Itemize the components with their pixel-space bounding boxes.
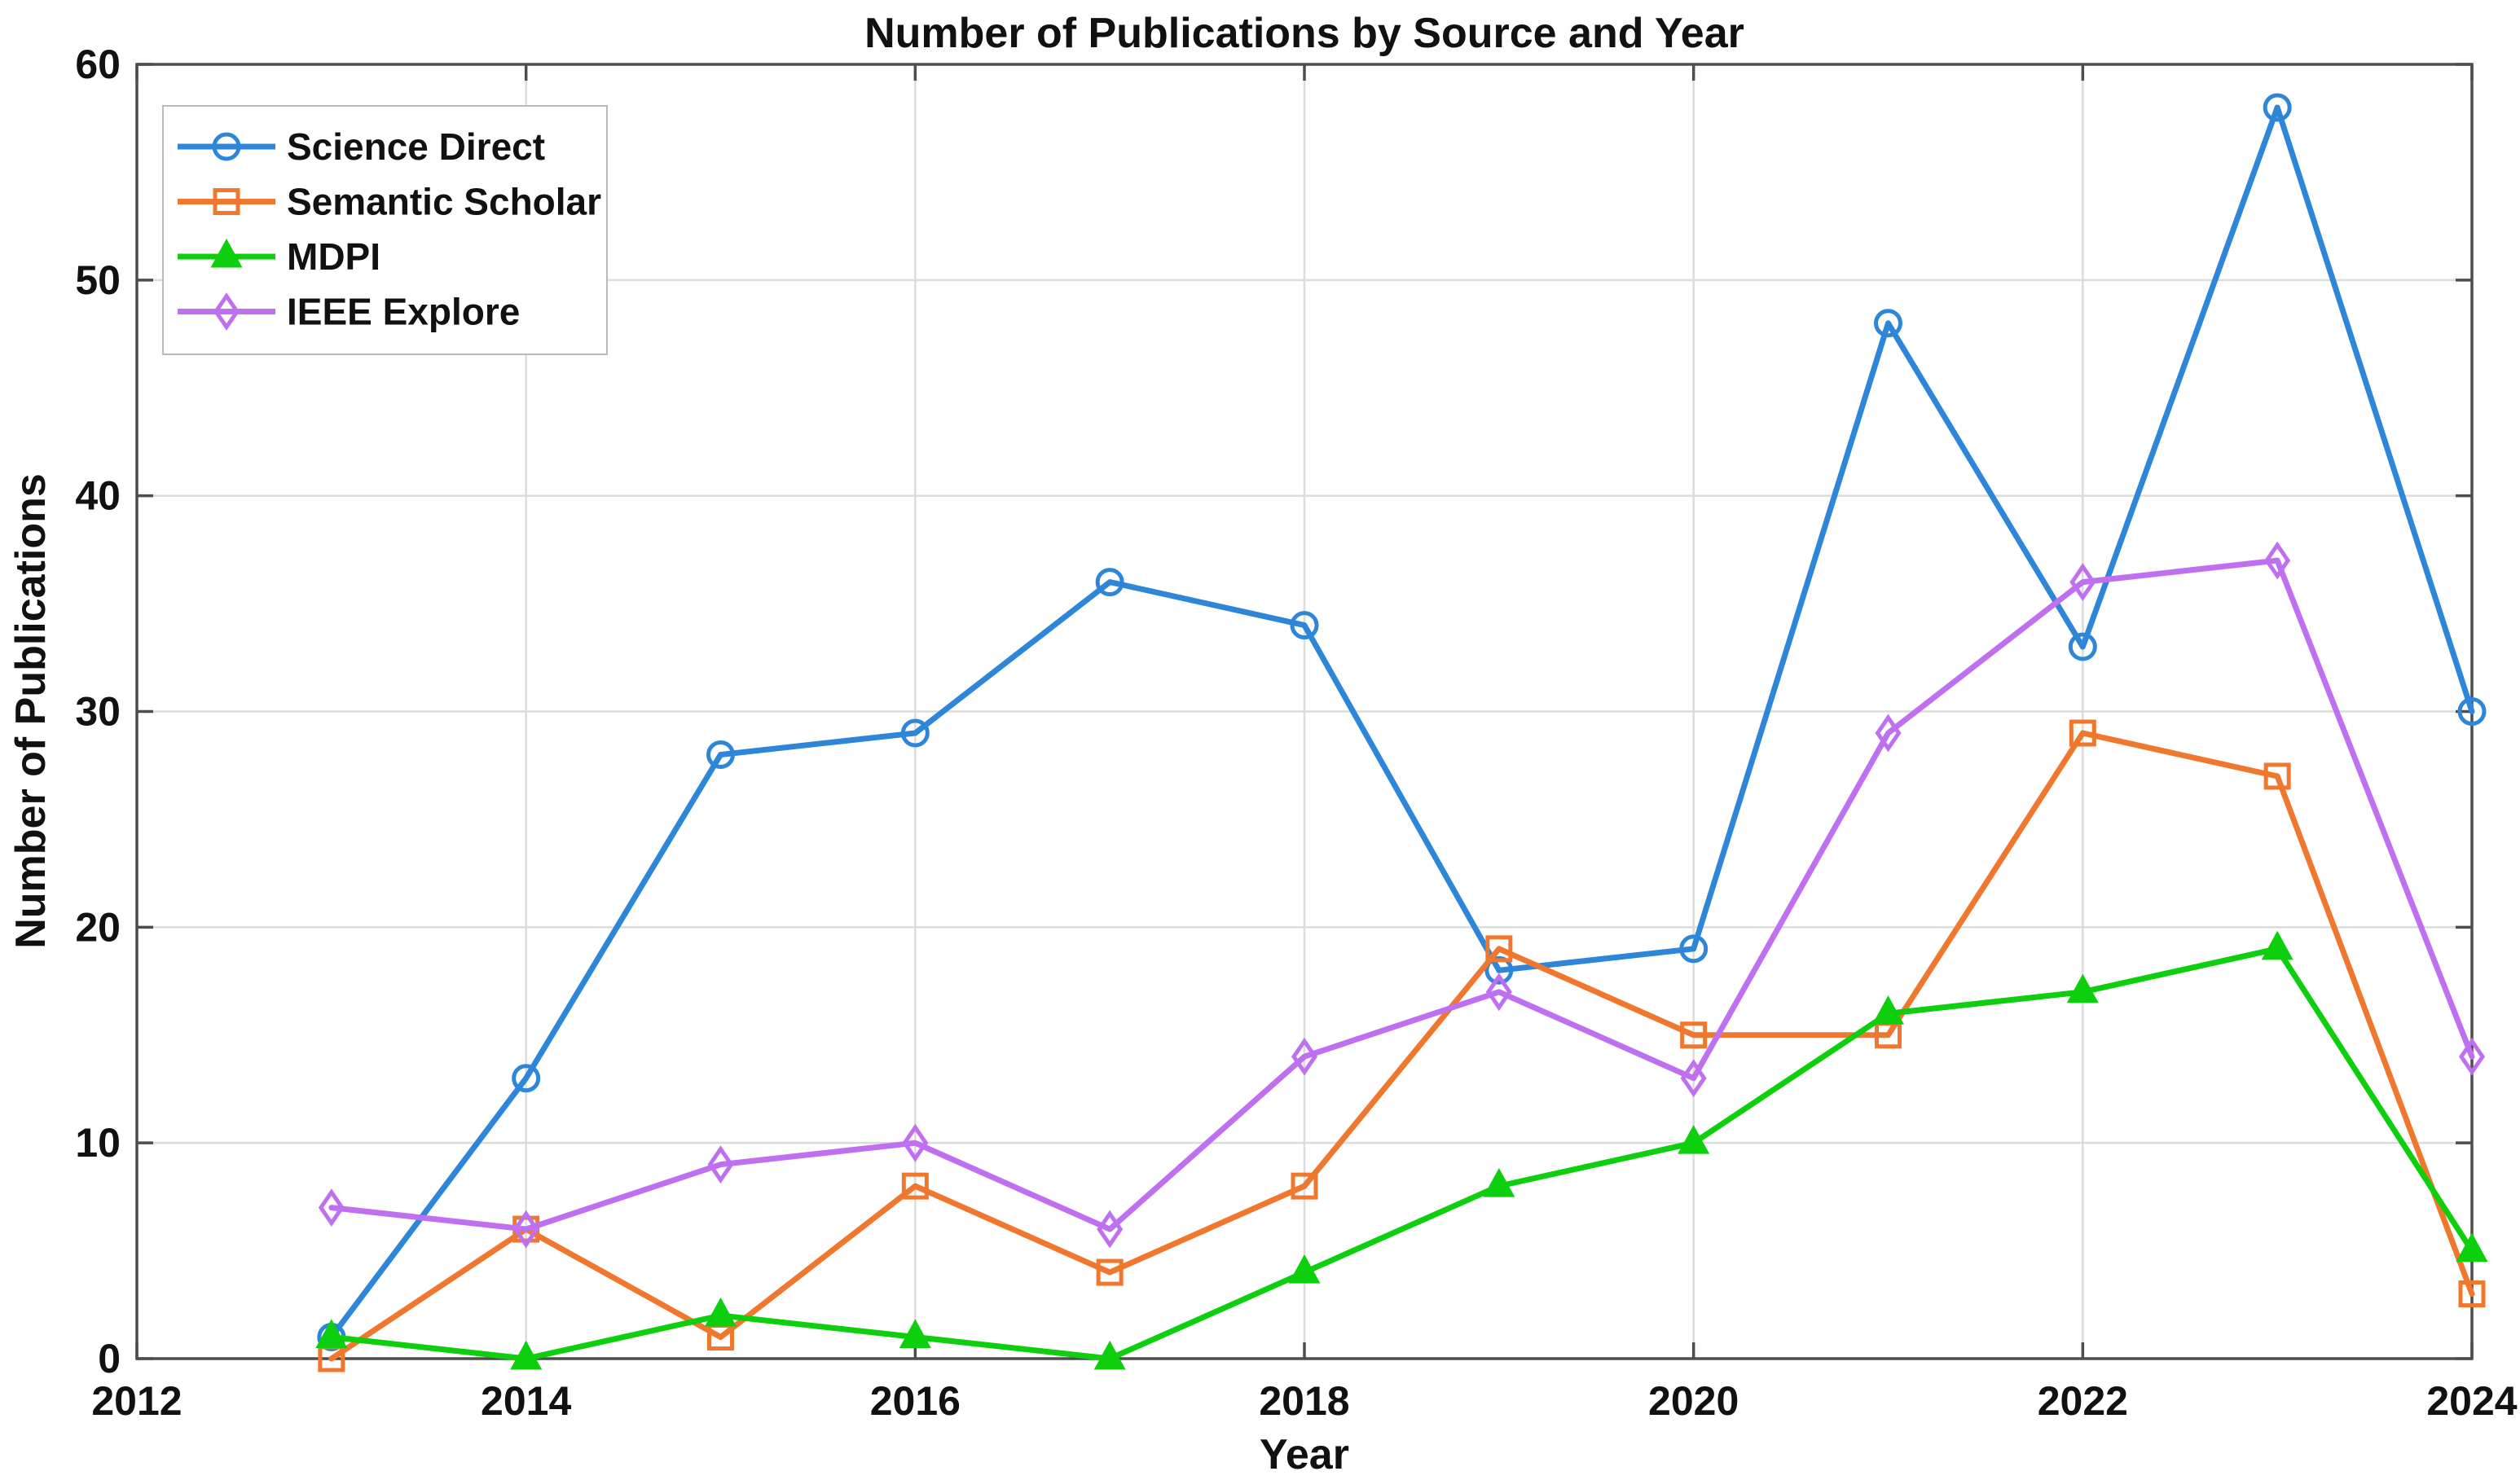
triangle-marker: [2066, 973, 2099, 1004]
series-line: [328, 946, 2475, 1362]
triangle-marker: [1093, 1340, 1126, 1370]
triangle-marker: [2456, 1232, 2488, 1263]
series-semantic-scholar: [318, 719, 2486, 1372]
square-marker: [1096, 1258, 1124, 1286]
diamond-marker: [1875, 714, 1902, 753]
y-tick-label: 50: [75, 257, 121, 303]
circle-marker: [1484, 955, 1514, 985]
data-series: [315, 93, 2488, 1372]
y-tick-label: 30: [75, 689, 121, 735]
triangle-marker: [210, 238, 243, 268]
x-axis-label: Year: [1260, 1431, 1349, 1478]
triangle-marker: [899, 1319, 931, 1349]
legend-item-mdpi: MDPI: [178, 235, 380, 278]
legend-item-semantic-scholar: Semantic Scholar: [178, 181, 601, 223]
diamond-marker: [707, 1145, 734, 1184]
x-tick-label: 2024: [2426, 1378, 2517, 1424]
circle-marker: [212, 132, 241, 161]
y-tick-label: 0: [98, 1336, 121, 1381]
circle-marker: [1290, 611, 1319, 640]
square-marker: [1291, 1172, 1318, 1200]
legend: Science Direct Semantic Scholar MDPI IEEE E…: [162, 105, 608, 355]
y-tick-label: 20: [75, 904, 121, 950]
gridlines: [137, 64, 2472, 1359]
diamond-marker: [512, 1210, 539, 1249]
legend-item-science-direct: Science Direct: [178, 125, 545, 168]
diamond-marker: [1291, 1037, 1318, 1076]
diamond-marker: [1680, 1059, 1707, 1098]
axes: 2012 2014 2016 2018 2020 2022 2024 0 10 20 30 40 50 6…: [75, 42, 2517, 1424]
legend-label: Science Direct: [287, 125, 545, 168]
diamond-marker: [318, 1188, 345, 1227]
legend-label: IEEE Explore: [287, 291, 520, 333]
diamond-marker: [1485, 973, 1512, 1012]
square-marker: [2069, 719, 2096, 747]
series-line: [328, 730, 2475, 1362]
square-marker: [1485, 935, 1513, 963]
circle-marker: [2068, 632, 2097, 661]
x-tick-label: 2018: [1259, 1378, 1349, 1424]
circle-marker: [512, 1064, 541, 1093]
triangle-marker: [1871, 995, 1905, 1025]
y-tick-label: 10: [75, 1120, 121, 1166]
y-tick-label: 40: [75, 473, 121, 519]
square-marker: [901, 1172, 929, 1200]
legend-item-ieee-explore: IEEE Explore: [178, 291, 520, 333]
diamond-marker: [902, 1123, 929, 1162]
triangle-marker: [1288, 1254, 1321, 1284]
diamond-marker: [1097, 1210, 1124, 1249]
series-mdpi: [315, 930, 2488, 1370]
triangle-marker: [1678, 1125, 1710, 1154]
chart-title: Number of Publications by Source and Yea…: [864, 10, 1744, 57]
series-ieee-explore: [318, 541, 2486, 1249]
y-tick-label: 60: [75, 42, 121, 87]
x-tick-label: 2022: [2038, 1378, 2128, 1424]
series-line: [328, 104, 2475, 1341]
x-tick-label: 2012: [91, 1378, 182, 1424]
circle-marker: [900, 718, 930, 748]
circle-marker: [1874, 309, 1902, 338]
triangle-marker: [315, 1319, 348, 1349]
series-line: [328, 557, 2475, 1232]
diamond-marker: [213, 292, 240, 331]
diamond-marker: [2264, 541, 2291, 580]
square-marker: [213, 188, 240, 215]
x-tick-label: 2016: [870, 1378, 961, 1424]
circle-marker: [706, 740, 735, 769]
diamond-marker: [2458, 1037, 2486, 1076]
triangle-marker: [1483, 1168, 1515, 1197]
triangle-marker: [704, 1297, 737, 1327]
circle-marker: [1679, 934, 1709, 964]
square-marker: [2263, 762, 2291, 790]
legend-label: Semantic Scholar: [287, 181, 601, 223]
series-science-direct: [317, 93, 2487, 1352]
triangle-marker: [2261, 930, 2294, 960]
circle-marker: [1095, 568, 1124, 597]
x-tick-label: 2014: [481, 1378, 571, 1424]
legend-label: MDPI: [287, 235, 380, 278]
y-axis-label: Number of Publications: [7, 473, 55, 949]
diamond-marker: [2069, 563, 2096, 602]
square-marker: [1680, 1021, 1708, 1049]
circle-marker: [2263, 93, 2292, 122]
triangle-marker: [510, 1340, 543, 1370]
x-tick-label: 2020: [1648, 1378, 1739, 1424]
circle-marker: [2457, 697, 2487, 726]
square-marker: [2458, 1280, 2486, 1308]
